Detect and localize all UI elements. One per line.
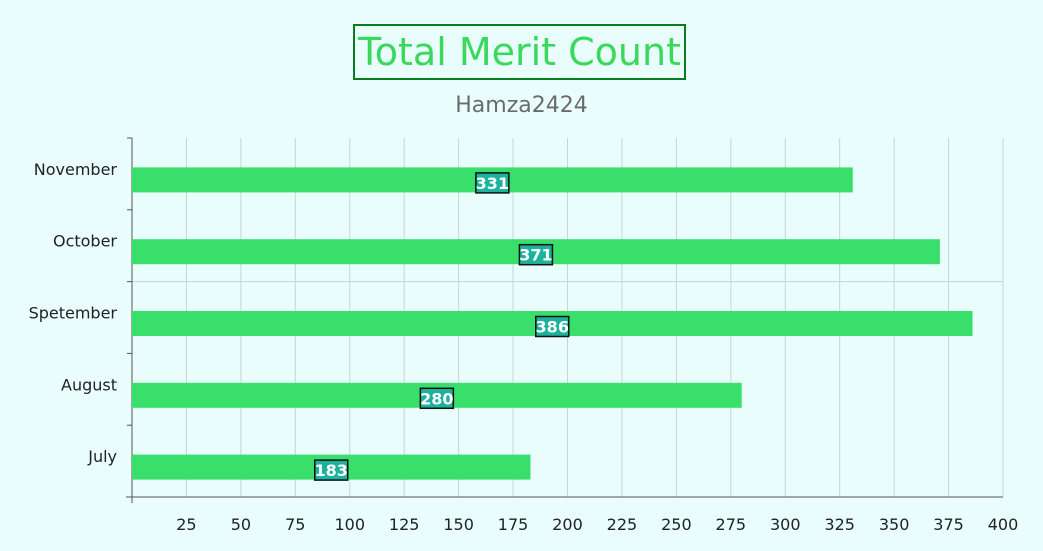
x-tick-label: 75 bbox=[285, 515, 305, 534]
category-label: November bbox=[34, 160, 118, 179]
value-label: 371 bbox=[519, 246, 552, 265]
x-tick-label: 225 bbox=[607, 515, 638, 534]
x-tick-label: 400 bbox=[988, 515, 1019, 534]
x-tick-label: 25 bbox=[176, 515, 196, 534]
x-tick-label: 150 bbox=[443, 515, 474, 534]
value-label: 280 bbox=[420, 389, 453, 408]
x-tick-label: 325 bbox=[824, 515, 855, 534]
value-label: 183 bbox=[315, 461, 348, 480]
chart-title-text: Total Merit Count bbox=[358, 30, 681, 74]
value-label-box bbox=[535, 315, 570, 338]
value-label-box bbox=[313, 459, 349, 481]
category-label: October bbox=[53, 232, 117, 251]
value-label: 386 bbox=[536, 318, 569, 337]
category-label: July bbox=[87, 447, 117, 466]
value-label-box bbox=[518, 243, 554, 266]
x-tick-label: 375 bbox=[933, 515, 964, 534]
x-tick-label: 125 bbox=[389, 515, 420, 534]
value-label-box bbox=[419, 387, 455, 410]
category-label: Spetember bbox=[29, 304, 118, 323]
x-tick-label: 50 bbox=[231, 515, 251, 534]
category-label: August bbox=[61, 375, 117, 394]
x-tick-label: 350 bbox=[879, 515, 910, 534]
value-label-box bbox=[475, 172, 510, 194]
x-tick-label: 300 bbox=[770, 515, 801, 534]
x-tick-label: 200 bbox=[552, 515, 583, 534]
x-tick-label: 275 bbox=[716, 515, 747, 534]
chart-title: Total Merit Count bbox=[353, 24, 686, 80]
value-label: 331 bbox=[476, 174, 509, 193]
chart-subtitle: Hamza2424 bbox=[455, 93, 588, 118]
x-tick-label: 175 bbox=[498, 515, 529, 534]
x-tick-label: 250 bbox=[661, 515, 692, 534]
x-tick-label: 100 bbox=[334, 515, 365, 534]
